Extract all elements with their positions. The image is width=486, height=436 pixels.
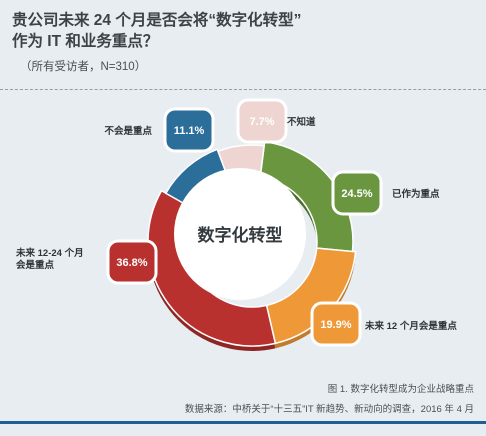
- slice-value-label: 7.7%: [249, 116, 274, 128]
- donut-center: [174, 168, 306, 300]
- chart-title-line-1: 贵公司未来 24 个月是否会将“数字化转型”: [12, 12, 302, 29]
- divider: [0, 89, 486, 90]
- slice-category-label: 未来 12 个月会是重点: [364, 320, 457, 332]
- source-note: 数据来源：中桥关于“十三五”IT 新趋势、新动向的调查，2016 年 4 月: [184, 404, 474, 415]
- chart-title-line-2: 作为 IT 和业务重点？: [12, 33, 159, 50]
- slice-value-label: 24.5%: [341, 188, 372, 200]
- slice-value-box: 36.8%: [106, 239, 158, 285]
- slice-category-label: 不知道: [287, 116, 316, 128]
- slice-value-label: 36.8%: [116, 257, 147, 269]
- slice-category-label: 未来 12-24 个月会是重点: [15, 247, 84, 271]
- figure-caption: 图 1. 数字化转型成为企业战略重点: [327, 384, 474, 395]
- center-label: 数字化转型: [198, 225, 283, 245]
- slice-value-box: 11.1%: [163, 107, 215, 153]
- slice-value-label: 11.1%: [174, 125, 205, 137]
- slice-value-box: 19.9%: [310, 301, 362, 347]
- bottom-rule: [0, 421, 486, 424]
- slice-value-label: 19.9%: [320, 319, 351, 331]
- slice-category-label: 已作为重点: [392, 188, 440, 200]
- slice-value-box: 24.5%: [331, 170, 383, 216]
- chart-title: 贵公司未来 24 个月是否会将“数字化转型” 作为 IT 和业务重点？: [12, 10, 472, 52]
- chart-subtitle: （所有受访者，N=310）: [20, 61, 147, 73]
- slice-category-label: 不会是重点: [104, 125, 152, 137]
- slice-value-box: 7.7%: [236, 98, 288, 144]
